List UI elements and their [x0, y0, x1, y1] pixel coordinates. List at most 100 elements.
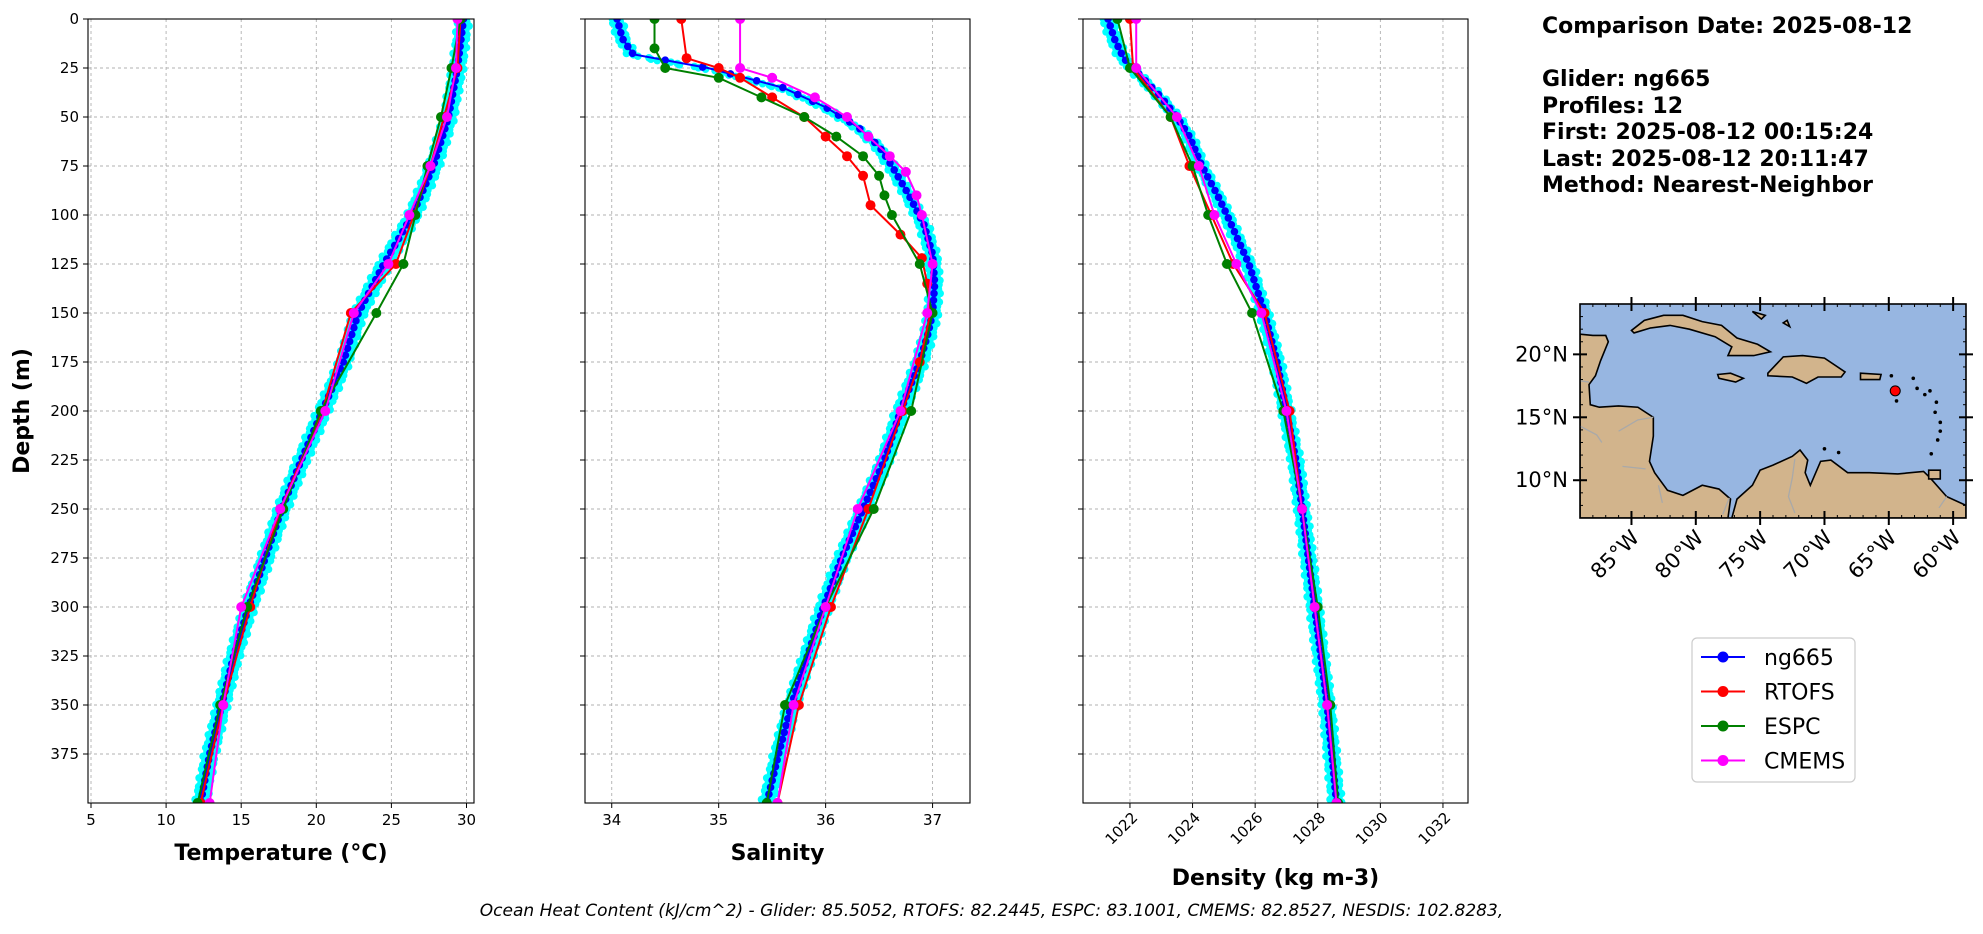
cmems-point — [863, 131, 874, 142]
cmems-point — [1131, 19, 1142, 24]
series-cmems — [1131, 19, 1342, 803]
ng665-point — [1233, 234, 1242, 243]
rtofs-point — [842, 151, 853, 162]
espc-point — [1112, 19, 1123, 24]
cmems-point — [852, 504, 863, 514]
legend: ng665 RTOFS ESPC CMEMS — [1691, 637, 1856, 783]
glider-name: Glider: ng665 — [1542, 67, 1711, 92]
border-line — [1787, 458, 1796, 514]
x-tick-label: 1028 — [1289, 809, 1329, 849]
ng665-point — [1227, 221, 1236, 229]
espc-point — [886, 210, 897, 220]
legend-marker — [1717, 651, 1729, 663]
rtofs-point — [735, 72, 746, 83]
cmems-point — [450, 63, 461, 73]
cmems-point — [1256, 308, 1267, 318]
ng665-point — [1104, 19, 1112, 23]
method: Method: Nearest-Neighbor — [1542, 173, 1873, 198]
ng665-point — [1245, 262, 1254, 270]
y-tick-label: 0 — [69, 10, 79, 28]
y-tick-label: 300 — [50, 598, 79, 616]
ng665-point — [619, 35, 627, 44]
y-tick-label: 125 — [50, 255, 79, 273]
ng665-point — [1236, 241, 1245, 250]
legend-marker — [1717, 720, 1729, 732]
cmems-point — [1322, 700, 1333, 710]
series-cmems — [204, 19, 463, 803]
map-lon-label: 70°W — [1779, 525, 1837, 583]
x-tick-label: 5 — [86, 811, 96, 829]
ohc-footer: Ocean Heat Content (kJ/cm^2) - Glider: 8… — [479, 901, 1504, 921]
island — [1923, 392, 1927, 397]
panel-2: 34 35 36 37 Salinity — [580, 18, 971, 866]
x-tick-label: 10 — [157, 811, 176, 829]
glider-scatter-point — [372, 289, 380, 298]
map-lon-label: 60°W — [1908, 525, 1966, 583]
ng665-point — [1203, 172, 1212, 181]
rtofs-point — [858, 170, 869, 181]
x-tick-label: 25 — [382, 811, 401, 829]
series-ng665 — [1104, 19, 1341, 803]
cmems-point — [348, 308, 359, 318]
ng665-point — [863, 495, 872, 504]
ng665-point — [854, 515, 863, 524]
ng665-point — [929, 296, 938, 305]
y-tick-label: 275 — [50, 549, 79, 567]
x-tick-label: 35 — [709, 811, 728, 829]
espc-point — [868, 504, 879, 514]
x-tick-label: 37 — [923, 811, 942, 829]
cmems-point — [1297, 504, 1308, 514]
series-line-cmems — [1135, 19, 1338, 803]
rtofs-point — [895, 229, 906, 240]
espc-point — [1221, 259, 1232, 269]
rtofs-point — [390, 259, 401, 269]
legend-label: RTOFS — [1764, 681, 1835, 706]
y-tick-label: 375 — [50, 745, 79, 763]
panel-1: 5 10 15 20 25 3002550751001251501752002252502… — [10, 10, 476, 866]
ng665-point — [347, 330, 356, 339]
ng665-point — [352, 317, 360, 325]
rtofs-point — [676, 19, 687, 24]
cmems-point — [809, 92, 820, 103]
espc-point — [879, 190, 890, 201]
island — [1938, 429, 1943, 433]
series-ng665 — [613, 19, 939, 803]
y-tick-label: 225 — [50, 451, 79, 469]
ng665-point — [661, 56, 670, 64]
cmems-point — [452, 19, 463, 24]
ng665-point — [779, 83, 787, 92]
ng665-point — [617, 28, 625, 37]
ng665-point — [698, 63, 707, 71]
espc-point — [858, 151, 869, 162]
cmems-point — [735, 19, 746, 24]
island — [1935, 438, 1940, 442]
ng665-point — [339, 358, 348, 366]
cmems-point — [1309, 602, 1320, 612]
legend-label: ng665 — [1764, 646, 1834, 671]
comparison-date: Comparison Date: 2025-08-12 — [1542, 14, 1913, 39]
ng665-point — [1221, 207, 1229, 215]
landmass — [1927, 469, 1942, 480]
cmems-point — [320, 406, 331, 416]
ng665-point — [1110, 35, 1119, 44]
ng665-point — [930, 289, 938, 298]
border-line — [1722, 497, 1730, 515]
plot-area — [191, 19, 473, 803]
espc-point — [874, 170, 885, 181]
ng665-point — [898, 179, 906, 188]
ng665-point — [1106, 22, 1115, 30]
espc-point — [799, 112, 810, 122]
cmems-point — [922, 308, 933, 318]
grid — [88, 18, 474, 803]
ng665-point — [1117, 49, 1126, 58]
y-tick-label: 100 — [50, 206, 79, 224]
cmems-point — [895, 406, 906, 416]
espc-point — [831, 131, 842, 142]
cmems-point — [1193, 161, 1204, 171]
cmems-point — [767, 72, 778, 83]
land — [1580, 310, 1966, 518]
ng665-point — [780, 728, 789, 737]
x-tick-label: 1026 — [1227, 809, 1267, 849]
cmems-point — [884, 151, 895, 162]
